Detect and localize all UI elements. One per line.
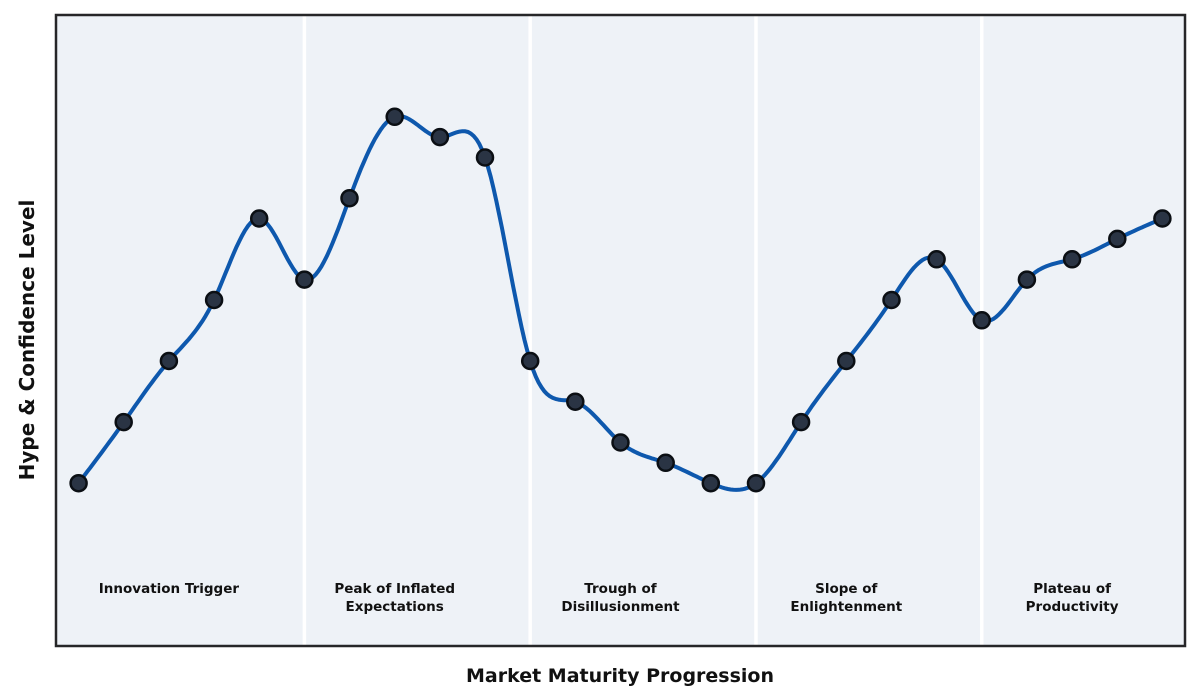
y-axis-label: Hype & Confidence Level <box>15 199 39 481</box>
plot-area <box>56 15 1185 646</box>
data-point-marker <box>114 412 133 432</box>
data-point-marker <box>1017 270 1037 289</box>
data-point-marker <box>249 209 269 228</box>
phase-label-innovation-trigger: Innovation Trigger <box>98 581 240 597</box>
data-point-marker <box>204 290 224 310</box>
data-point-marker <box>340 188 359 208</box>
phase-label-peak-of-inflated-expectations: Peak of Inflated Expectations <box>334 581 456 615</box>
plot-border <box>54 13 1187 648</box>
data-point-marker <box>927 250 946 269</box>
phase-label-trough-of-disillusionment: Trough of Disillusionment <box>561 581 680 615</box>
data-point-marker <box>1062 250 1082 269</box>
data-point-marker <box>882 290 901 310</box>
data-point-marker <box>746 473 766 493</box>
data-point-marker <box>791 412 811 432</box>
data-point-marker <box>1108 229 1127 249</box>
data-point-marker <box>520 351 540 371</box>
data-point-marker <box>69 473 88 493</box>
data-point-marker <box>972 311 992 330</box>
data-point-marker <box>159 351 179 371</box>
phase-label-slope-of-enlightenment: Slope of Enlightenment <box>790 581 903 615</box>
data-point-marker <box>701 473 721 493</box>
phase-label-plateau-of-productivity: Plateau of Productivity <box>1025 581 1119 615</box>
data-point-marker <box>385 107 404 127</box>
x-axis-label: Market Maturity Progression <box>465 665 775 687</box>
data-point-marker <box>566 392 585 411</box>
data-point-marker <box>430 127 450 147</box>
data-point-marker <box>837 351 856 371</box>
data-point-marker <box>295 270 314 289</box>
data-point-marker <box>611 433 630 452</box>
data-point-marker <box>656 453 675 473</box>
data-point-marker <box>1153 209 1172 228</box>
data-point-marker <box>475 148 495 167</box>
